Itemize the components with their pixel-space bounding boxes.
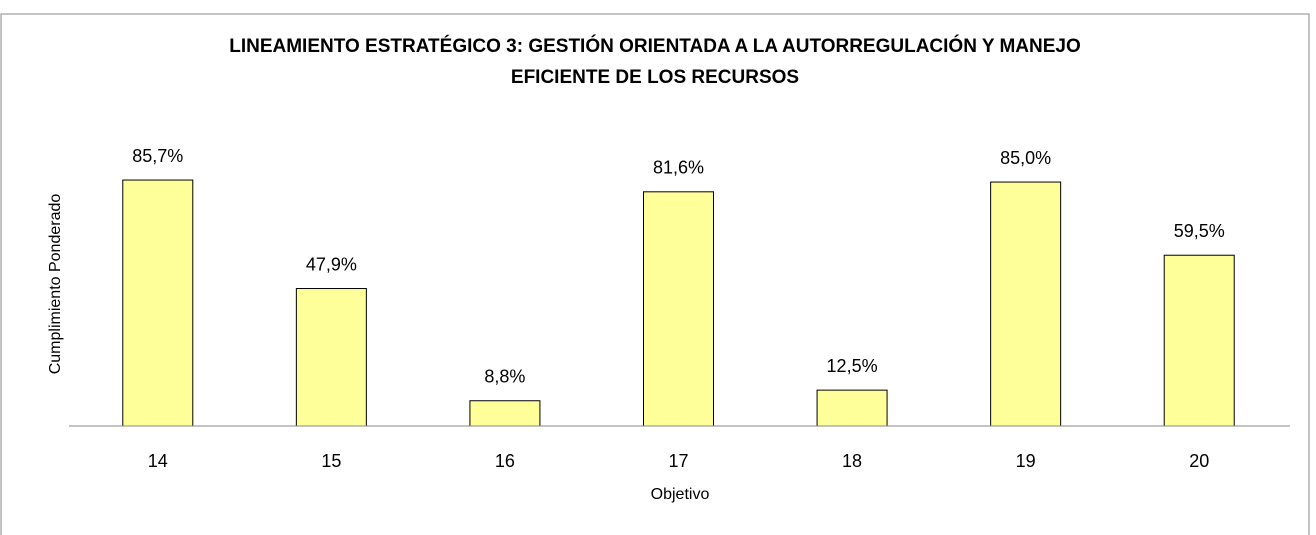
x-tick-label: 20: [1189, 451, 1209, 471]
x-axis-label: Objetivo: [651, 486, 710, 503]
bar: [1163, 254, 1235, 427]
x-tick-label: 14: [148, 451, 168, 471]
chart-title: LINEAMIENTO ESTRATÉGICO 3: GESTIÓN ORIEN…: [229, 35, 1081, 57]
data-label: 85,0%: [1000, 148, 1051, 168]
data-label: 59,5%: [1174, 221, 1225, 241]
y-axis-label: Cumplimiento Ponderado: [47, 194, 64, 375]
bar: [643, 191, 714, 427]
bar: [295, 288, 367, 427]
bar: [816, 389, 888, 427]
bar: [122, 179, 194, 427]
x-tick-label: 17: [668, 451, 688, 471]
data-label: 12,5%: [827, 356, 878, 376]
data-label: 8,8%: [484, 366, 525, 386]
data-label: 81,6%: [653, 158, 704, 178]
x-tick-label: 15: [321, 451, 341, 471]
bar: [990, 181, 1062, 427]
x-tick-label: 19: [1016, 451, 1036, 471]
x-tick-label: 16: [495, 451, 515, 471]
chart-title: EFICIENTE DE LOS RECURSOS: [511, 67, 799, 88]
x-tick-label: 18: [842, 451, 862, 471]
data-label: 85,7%: [132, 146, 183, 166]
data-label: 47,9%: [306, 254, 357, 274]
bar: [469, 400, 541, 427]
